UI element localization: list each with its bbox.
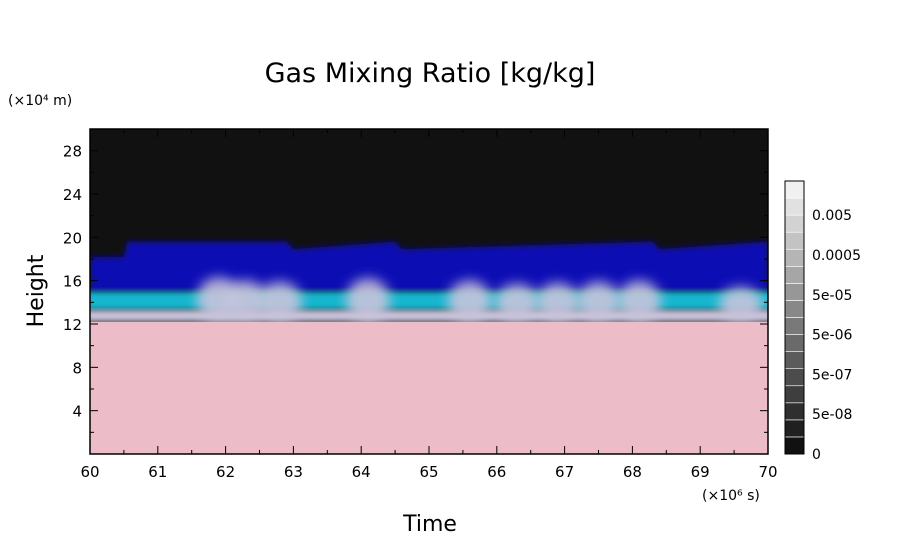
x-axis-label: Time <box>402 512 457 537</box>
colorbar-tick-label: 5e-07 <box>812 367 852 383</box>
x-tick-label: 65 <box>419 463 438 481</box>
x-tick-label: 61 <box>148 463 167 481</box>
colorbar-tick-label: 5e-05 <box>812 288 852 304</box>
colorbar-level <box>784 402 805 421</box>
y-tick-label: 24 <box>63 186 82 204</box>
y-tick-label: 28 <box>63 143 82 161</box>
y-tick-label: 12 <box>63 316 82 334</box>
colorbar-level <box>784 300 805 318</box>
colorbar-level <box>784 266 805 284</box>
x-unit-label: (×10⁶ s) <box>702 488 760 504</box>
colorbar-level <box>784 283 805 301</box>
colorbar: 0 5e-08 5e-07 5e-06 5e-05 0.0005 0.005 <box>784 180 861 463</box>
colorbar-tick-label: 0.005 <box>812 208 852 224</box>
x-tick-label: 67 <box>555 463 574 481</box>
band-near-zero <box>90 321 768 454</box>
colorbar-level <box>784 334 805 352</box>
colorbar-level <box>784 368 805 387</box>
colorbar-tick-label: 0 <box>812 447 821 463</box>
colorbar-tick-label: 0.0005 <box>812 248 861 264</box>
colorbar-level <box>784 214 805 233</box>
colorbar-level <box>784 351 805 369</box>
colorbar-tick-label: 5e-08 <box>812 407 852 423</box>
chart-title: Gas Mixing Ratio [kg/kg] <box>265 58 596 89</box>
colorbar-level <box>784 231 805 250</box>
band-cyan-layer <box>90 291 768 310</box>
y-tick-label: 4 <box>72 403 82 421</box>
x-tick-label: 64 <box>352 463 371 481</box>
x-tick-label: 68 <box>623 463 642 481</box>
colorbar-level <box>784 180 805 199</box>
x-tick-label: 70 <box>758 463 777 481</box>
heatmap-area <box>90 129 768 454</box>
x-tick-label: 69 <box>691 463 710 481</box>
colorbar-frame <box>784 180 805 455</box>
colorbar-level <box>784 385 805 404</box>
x-tick-label: 66 <box>487 463 506 481</box>
y-tick-label: 20 <box>63 229 82 247</box>
colorbar-level <box>784 197 805 216</box>
y-axis: 4 8 12 16 20 24 28 <box>63 143 768 433</box>
band-blue-layer <box>90 241 768 292</box>
band-transition <box>90 309 768 322</box>
x-axis: 60 61 62 63 64 65 66 67 68 69 70 <box>80 129 778 481</box>
y-axis-label: Height <box>24 254 49 327</box>
colorbar-level <box>784 436 805 455</box>
y-unit-label: (×10⁴ m) <box>8 93 72 109</box>
x-tick-label: 63 <box>284 463 303 481</box>
y-tick-label: 16 <box>63 273 82 291</box>
colorbar-tick-label: 5e-06 <box>812 328 852 344</box>
x-tick-label: 62 <box>216 463 235 481</box>
colorbar-level <box>784 317 805 335</box>
y-tick-label: 8 <box>72 359 82 377</box>
colorbar-level <box>784 248 805 267</box>
colorbar-level <box>784 419 805 438</box>
x-tick-label: 60 <box>80 463 99 481</box>
